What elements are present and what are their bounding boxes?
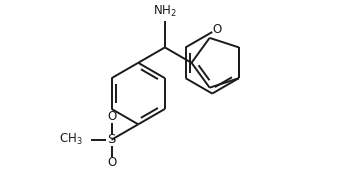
- Text: S: S: [107, 133, 116, 146]
- Text: NH$_2$: NH$_2$: [153, 4, 177, 19]
- Text: O: O: [107, 110, 116, 123]
- Text: O: O: [212, 23, 221, 36]
- Text: O: O: [107, 156, 116, 169]
- Text: CH$_3$: CH$_3$: [59, 132, 83, 147]
